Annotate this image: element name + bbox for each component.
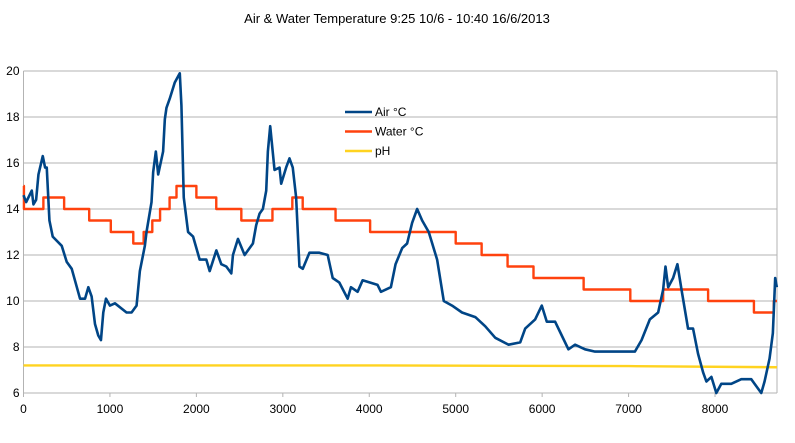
x-tick-label: 7000: [615, 402, 642, 416]
y-axis: 6 8 10 12 14 16 18 20: [6, 64, 20, 400]
chart-title: Air & Water Temperature 9:25 10/6 - 10:4…: [244, 11, 550, 26]
x-tick-label: 2000: [183, 402, 210, 416]
y-tick-label: 14: [6, 202, 20, 216]
y-tick-label: 10: [6, 294, 20, 308]
legend-label: Water °C: [375, 125, 424, 139]
legend-label: pH: [375, 144, 390, 158]
y-tick-label: 16: [6, 156, 20, 170]
y-tick-label: 20: [6, 64, 20, 78]
legend: Air °C Water °C pH: [345, 105, 424, 158]
series-line-air: [22, 72, 779, 395]
x-tick-label: 0: [20, 402, 27, 416]
legend-label: Air °C: [375, 105, 407, 119]
series-line-ph: [23, 364, 778, 369]
x-tick-label: 4000: [356, 402, 383, 416]
series-group: [22, 72, 779, 395]
x-tick-label: 3000: [269, 402, 296, 416]
x-axis: 0 1000 2000 3000 4000 5000 6000 7000 8000: [20, 393, 729, 416]
x-tick-label: 6000: [529, 402, 556, 416]
x-tick-label: 5000: [442, 402, 469, 416]
series-line-water: [22, 184, 777, 314]
y-tick-label: 18: [6, 110, 20, 124]
x-tick-label: 8000: [702, 402, 729, 416]
y-tick-label: 8: [13, 340, 20, 354]
x-tick-label: 1000: [97, 402, 124, 416]
y-tick-label: 12: [6, 248, 20, 262]
y-tick-label: 6: [13, 386, 20, 400]
